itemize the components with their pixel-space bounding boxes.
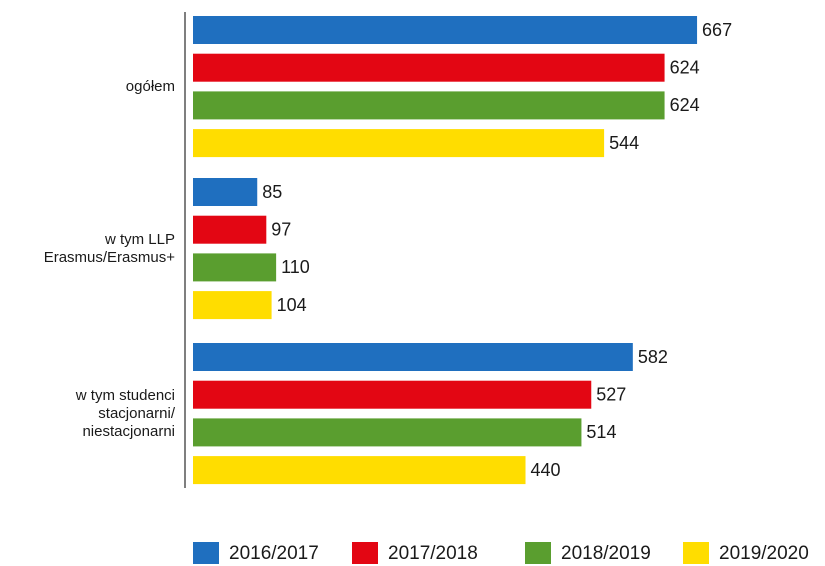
value-label: 85	[262, 182, 282, 202]
legend-label: 2016/2017	[229, 543, 319, 564]
bar	[193, 16, 698, 44]
value-label: 527	[596, 384, 626, 404]
value-label: 667	[702, 20, 732, 40]
legend-swatch	[683, 542, 709, 564]
value-label: 104	[277, 295, 307, 315]
category-label: ogółem	[125, 77, 175, 95]
value-label: 582	[638, 347, 668, 367]
bar	[193, 129, 605, 158]
bar	[193, 456, 526, 485]
value-label: 544	[609, 133, 639, 153]
value-label: 97	[271, 219, 291, 239]
legend-label: 2019/2020	[719, 543, 809, 564]
category-label: w tym studenci stacjonarni/ niestacjonar…	[75, 386, 175, 440]
category-label: w tym LLP Erasmus/Erasmus+	[43, 230, 175, 266]
value-label: 514	[586, 422, 616, 442]
bar	[193, 418, 582, 447]
bar	[193, 380, 592, 409]
bar	[193, 343, 633, 371]
legend-label: 2017/2018	[388, 543, 478, 564]
value-label: 624	[670, 57, 700, 77]
value-label: 110	[281, 257, 310, 277]
value-label: 624	[670, 95, 700, 115]
bar	[193, 178, 258, 206]
bar	[193, 253, 277, 282]
bar	[193, 291, 272, 320]
legend-label: 2018/2019	[561, 543, 651, 564]
value-label: 440	[531, 460, 561, 480]
legend-swatch	[193, 542, 219, 564]
bar	[193, 215, 267, 244]
bar	[193, 53, 665, 82]
legend-swatch	[352, 542, 378, 564]
legend-swatch	[525, 542, 551, 564]
bar	[193, 91, 665, 120]
